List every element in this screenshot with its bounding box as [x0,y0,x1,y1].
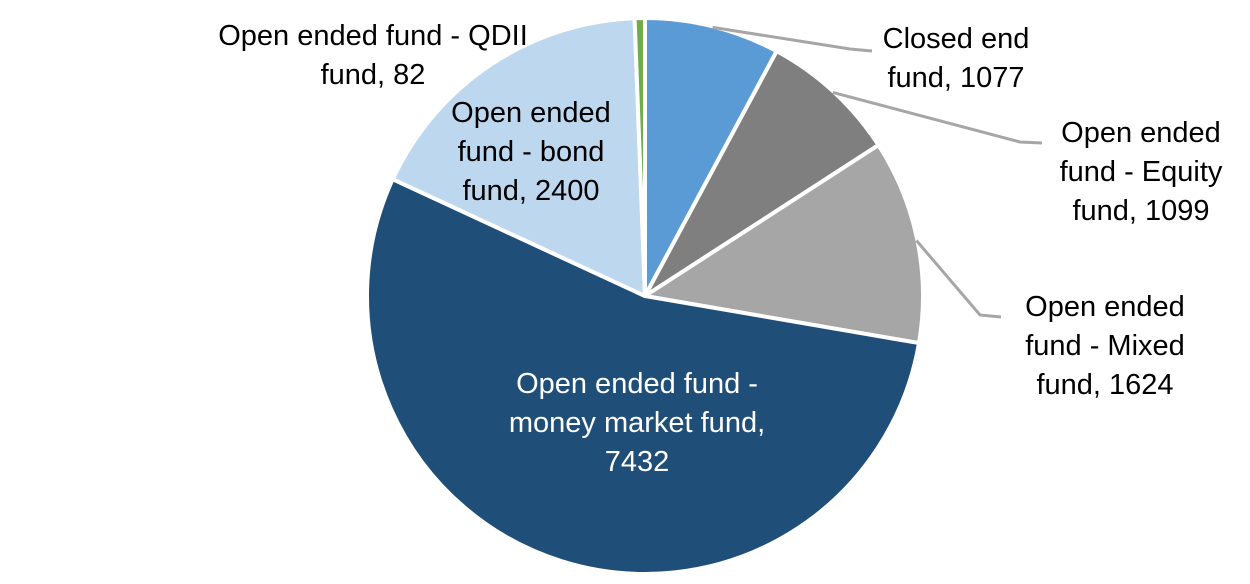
leader-line-closed-end-fund [712,25,873,53]
pie-slice-bond-fund [390,16,647,298]
pie-slice-qdii-fund [632,16,647,298]
leader-line-mixed-fund [915,239,1002,319]
leader-line-equity-fund [832,90,1043,145]
pie-slice-money-market-fund [365,177,921,576]
